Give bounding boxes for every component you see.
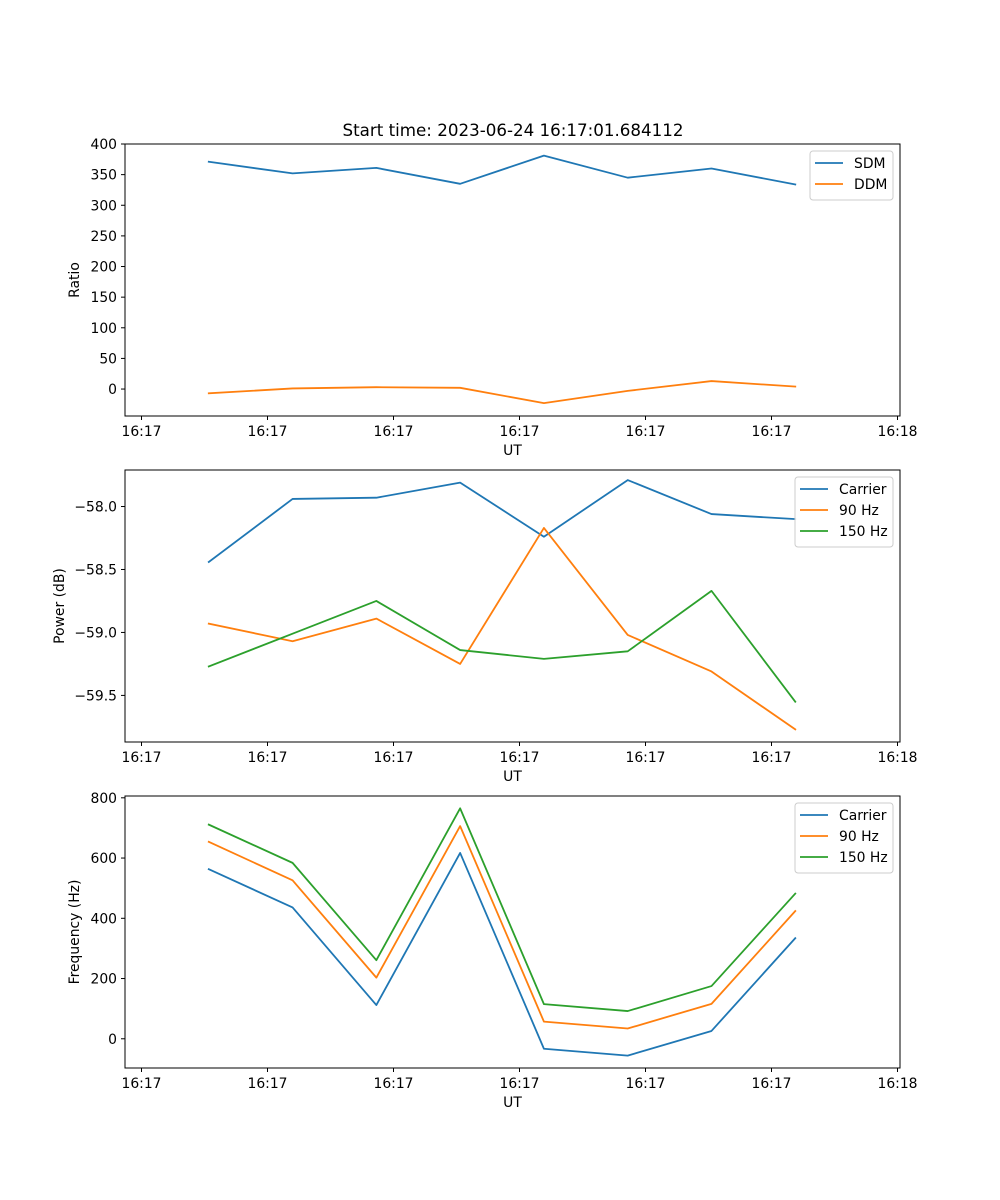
legend-label: DDM [854, 177, 887, 193]
y-tick-label: 400 [90, 911, 117, 927]
x-tick-label: 16:18 [877, 1076, 917, 1092]
subplot-3: 16:17 16:17 16:17 16:17 16:17 16:17 16:18 0 200 4… [67, 791, 918, 1111]
legend-label: 150 Hz [839, 850, 888, 866]
legend-label: 90 Hz [839, 503, 879, 519]
y-tick-label: 250 [90, 229, 117, 245]
y-tick-label: 350 [90, 168, 117, 184]
legend-label: SDM [854, 156, 886, 172]
x-tick-label: 16:18 [877, 424, 917, 440]
x-tick-label: 16:17 [247, 424, 287, 440]
y-axis-label: Power (dB) [52, 568, 68, 644]
series-line-90-hz [207, 527, 797, 731]
series-line-carrier [207, 479, 797, 564]
x-tick-label: 16:17 [625, 750, 665, 766]
plot-frame [124, 469, 901, 743]
legend-label: Carrier [839, 482, 887, 498]
y-tick-label: 150 [90, 290, 117, 306]
legend: Carrier 90 Hz 150 Hz [794, 802, 894, 874]
legend-label: 90 Hz [839, 829, 879, 845]
y-axis-label: Ratio [67, 262, 83, 298]
x-tick-label: 16:17 [751, 1076, 791, 1092]
series-line-ddm [207, 380, 797, 405]
y-tick-label: −59.0 [74, 625, 117, 641]
subplot-1: 16:17 16:17 16:17 16:17 16:17 16:17 16:18 0 50 10… [67, 137, 918, 459]
x-tick-label: 16:17 [121, 750, 161, 766]
chart-title: Start time: 2023-06-24 16:17:01.684112 [343, 120, 684, 140]
x-tick-label: 16:17 [499, 424, 539, 440]
y-tick-label: −58.0 [74, 500, 117, 516]
y-tick-label: 50 [99, 351, 117, 367]
x-tick-label: 16:17 [121, 424, 161, 440]
y-tick-label: 400 [90, 137, 117, 153]
x-axis-label: UT [503, 769, 522, 785]
x-tick-label: 16:17 [247, 750, 287, 766]
series-line-carrier [207, 852, 797, 1057]
y-tick-label: 200 [90, 972, 117, 988]
x-tick-label: 16:17 [499, 1076, 539, 1092]
y-tick-label: −59.5 [74, 688, 117, 704]
y-tick-label: 0 [108, 1032, 117, 1048]
x-tick-label: 16:17 [373, 424, 413, 440]
x-tick-label: 16:17 [247, 1076, 287, 1092]
legend-label: 150 Hz [839, 524, 888, 540]
legend-box [794, 476, 894, 548]
y-tick-label: 200 [90, 260, 117, 276]
plot-frame [124, 795, 901, 1069]
plot-frame [124, 143, 901, 417]
legend: SDM DDM [809, 150, 894, 201]
subplot-2: 16:17 16:17 16:17 16:17 16:17 16:17 16:18 −58.0… [52, 469, 918, 785]
x-tick-label: 16:17 [373, 1076, 413, 1092]
legend: Carrier 90 Hz 150 Hz [794, 476, 894, 548]
y-tick-label: −58.5 [74, 562, 117, 578]
x-tick-label: 16:17 [499, 750, 539, 766]
y-tick-label: 800 [90, 791, 117, 807]
y-axis-label: Frequency (Hz) [67, 880, 83, 985]
series-line-sdm [207, 154, 797, 186]
series-line-150-hz [207, 807, 797, 1012]
x-tick-label: 16:17 [121, 1076, 161, 1092]
y-tick-label: 300 [90, 198, 117, 214]
y-tick-label: 100 [90, 321, 117, 337]
series-line-90-hz [207, 825, 797, 1030]
x-tick-label: 16:17 [625, 424, 665, 440]
y-tick-label: 0 [108, 382, 117, 398]
x-axis-label: UT [503, 1095, 522, 1111]
x-tick-label: 16:18 [877, 750, 917, 766]
legend-label: Carrier [839, 808, 887, 824]
x-tick-label: 16:17 [373, 750, 413, 766]
y-tick-label: 600 [90, 851, 117, 867]
x-tick-label: 16:17 [751, 750, 791, 766]
x-tick-label: 16:17 [625, 1076, 665, 1092]
x-axis-label: UT [503, 443, 522, 459]
series-line-150-hz [207, 589, 797, 703]
x-tick-label: 16:17 [751, 424, 791, 440]
legend-box [794, 802, 894, 874]
